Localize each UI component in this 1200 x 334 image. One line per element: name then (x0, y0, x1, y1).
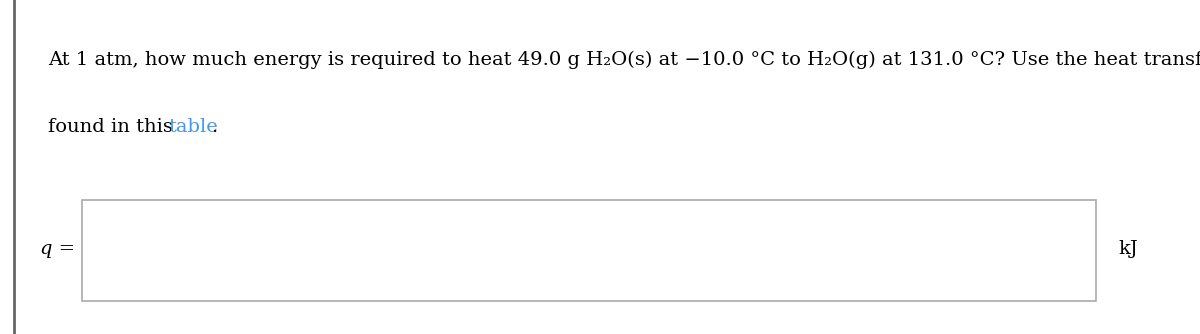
Text: table: table (168, 118, 217, 136)
Text: .: . (211, 118, 217, 136)
Text: q =: q = (41, 240, 76, 258)
Text: found in this: found in this (48, 118, 179, 136)
Text: At 1 atm, how much energy is required to heat 49.0 g H₂O(s) at −10.0 °C to H₂O(g: At 1 atm, how much energy is required to… (48, 51, 1200, 69)
Text: kJ: kJ (1118, 240, 1138, 258)
